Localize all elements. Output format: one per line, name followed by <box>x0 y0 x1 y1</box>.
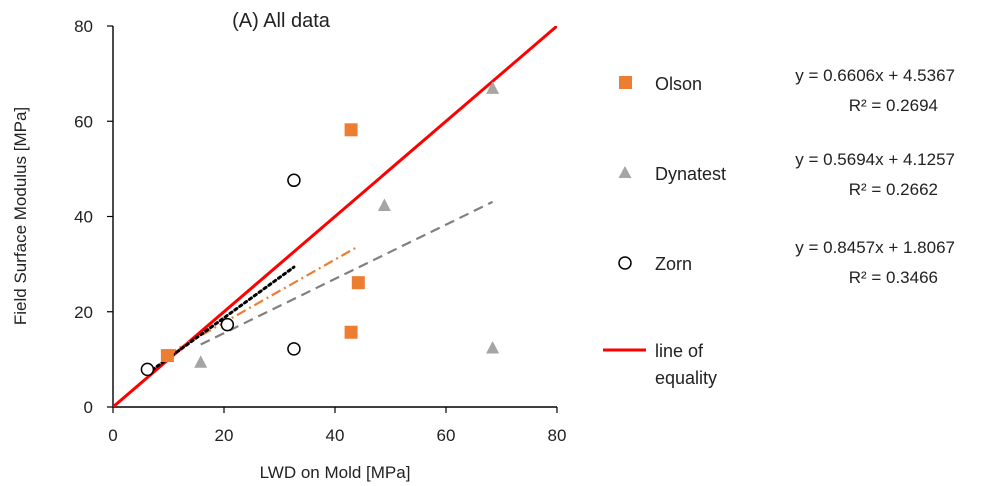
legend-zorn-marker <box>618 256 632 270</box>
regression-equations: y = 0.6606x + 4.5367 R² = 0.2694 y = 0.5… <box>795 66 955 287</box>
x-tick-label: 80 <box>548 426 567 445</box>
x-tick-label: 60 <box>437 426 456 445</box>
chart-title: (A) All data <box>232 10 331 32</box>
y-tick-label: 0 <box>84 398 93 417</box>
olson-point <box>351 276 365 290</box>
dynatest-equation: y = 0.5694x + 4.1257 <box>795 150 955 169</box>
olson-point <box>344 123 358 137</box>
legend-dynatest-label: Dynatest <box>655 164 726 184</box>
olson-point <box>344 325 358 339</box>
legend-equality-label-1: line of <box>655 341 704 361</box>
y-tick-label: 60 <box>74 112 93 131</box>
x-axis-title: LWD on Mold [MPa] <box>260 463 411 482</box>
legend-dynatest-marker <box>618 166 632 178</box>
zorn-point <box>220 317 235 332</box>
zorn-point <box>287 342 301 356</box>
legend-equality-label-2: equality <box>655 368 717 388</box>
zorn-equation: y = 0.8457x + 1.8067 <box>795 238 955 257</box>
x-tick-label: 0 <box>108 426 117 445</box>
olson-equation: y = 0.6606x + 4.5367 <box>795 66 955 85</box>
olson-point <box>160 349 174 363</box>
legend: Olson Dynatest Zorn line of equality <box>603 74 726 388</box>
x-tick-label: 40 <box>326 426 345 445</box>
dynatest-point <box>486 340 500 354</box>
x-tick-label: 20 <box>215 426 234 445</box>
legend-zorn-label: Zorn <box>655 254 692 274</box>
y-axis-ticks: 0 20 40 60 80 <box>74 17 113 417</box>
x-axis-ticks: 0 20 40 60 80 <box>108 407 566 445</box>
zorn-point <box>140 362 155 377</box>
y-tick-label: 40 <box>74 208 93 227</box>
legend-olson-label: Olson <box>655 74 702 94</box>
legend-olson-marker <box>619 76 632 89</box>
zorn-point <box>287 173 301 188</box>
data-points-group <box>140 81 500 377</box>
y-tick-label: 80 <box>74 17 93 36</box>
y-axis-title: Field Surface Modulus [MPa] <box>11 107 30 325</box>
dynatest-point <box>194 355 208 368</box>
dynatest-trendline <box>200 200 494 346</box>
olson-trendline <box>166 245 359 356</box>
dynatest-point <box>486 81 500 94</box>
y-tick-label: 20 <box>74 303 93 322</box>
dynatest-point <box>377 198 391 212</box>
zorn-r2: R² = 0.3466 <box>849 268 938 287</box>
olson-r2: R² = 0.2694 <box>849 96 938 115</box>
dynatest-r2: R² = 0.2662 <box>849 180 938 199</box>
